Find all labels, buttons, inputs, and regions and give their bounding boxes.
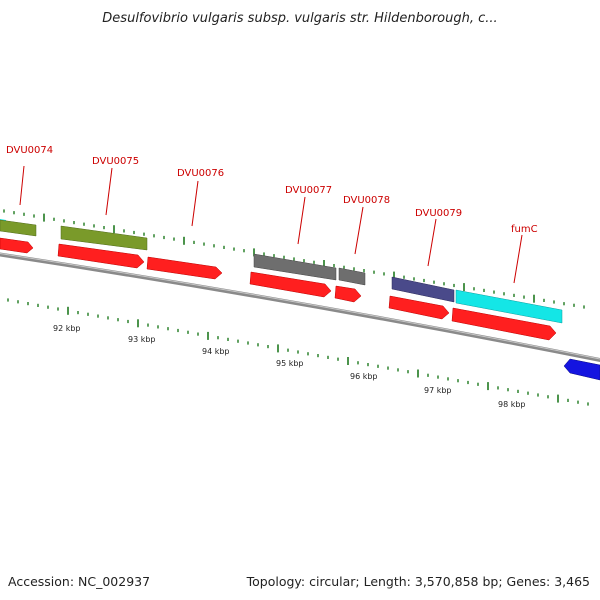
cds-arrow-dvu0079[interactable] xyxy=(388,295,450,320)
cds-arrow-dvu0077[interactable] xyxy=(249,271,332,298)
gene-label[interactable]: fumC xyxy=(511,224,538,235)
lower-tick-track xyxy=(7,298,589,406)
cds-arrow-dvu0074[interactable] xyxy=(0,237,34,254)
scale-label: 95 kbp xyxy=(276,359,304,368)
gene-leader-lines xyxy=(19,165,523,284)
scale-label: 93 kbp xyxy=(128,335,156,344)
scale-label: 96 kbp xyxy=(350,372,378,381)
leader-dvu0075 xyxy=(105,167,113,216)
gene-feature-dvu0079[interactable] xyxy=(391,276,455,303)
leader-dvu0074 xyxy=(19,165,25,206)
cds-arrow-dvu0075[interactable] xyxy=(57,243,145,269)
gene-feature-dvu0074[interactable] xyxy=(0,219,37,237)
gene-feature-dvu0078[interactable] xyxy=(338,267,366,286)
scale-label: 98 kbp xyxy=(498,400,526,409)
gene-label[interactable]: DVU0079 xyxy=(415,208,462,219)
cds-arrow-track xyxy=(0,237,600,381)
genome-backbone-highlight xyxy=(0,253,600,360)
gene-label[interactable]: DVU0076 xyxy=(177,168,224,179)
scale-label: 97 kbp xyxy=(424,386,452,395)
cds-arrow-blue[interactable] xyxy=(563,358,600,381)
gene-feature-dvu0077[interactable] xyxy=(253,253,337,281)
gene-labels: DVU0074 DVU0075 DVU0076 DVU0077 DVU0078 … xyxy=(6,145,538,235)
scale-label: 94 kbp xyxy=(202,347,230,356)
gene-label[interactable]: DVU0075 xyxy=(92,156,139,167)
scale-labels: 92 kbp 93 kbp 94 kbp 95 kbp 96 kbp 97 kb… xyxy=(53,324,526,409)
accession-text: Accession: NC_002937 xyxy=(8,574,150,589)
gene-feature-fumc[interactable] xyxy=(455,289,563,324)
leader-dvu0078 xyxy=(354,206,364,255)
upper-tick-track xyxy=(3,209,585,309)
leader-dvu0077 xyxy=(297,196,306,245)
gene-label[interactable]: DVU0074 xyxy=(6,145,53,156)
gene-feature-dvu0075[interactable] xyxy=(60,225,148,251)
leader-fumc xyxy=(513,234,523,284)
gene-feature-track xyxy=(0,219,563,324)
cds-arrow-dvu0078[interactable] xyxy=(334,285,362,303)
map-title: Desulfovibrio vulgaris subsp. vulgaris s… xyxy=(102,11,497,26)
genome-backbone xyxy=(0,252,600,363)
topology-text: Topology: circular; Length: 3,570,858 bp… xyxy=(246,574,590,589)
cds-arrow-fumc[interactable] xyxy=(451,307,557,341)
gene-label[interactable]: DVU0078 xyxy=(343,195,390,206)
scale-label: 92 kbp xyxy=(53,324,81,333)
leader-dvu0076 xyxy=(191,180,199,227)
leader-dvu0079 xyxy=(427,218,437,267)
gene-label[interactable]: DVU0077 xyxy=(285,185,332,196)
cds-arrow-dvu0076[interactable] xyxy=(146,256,223,280)
